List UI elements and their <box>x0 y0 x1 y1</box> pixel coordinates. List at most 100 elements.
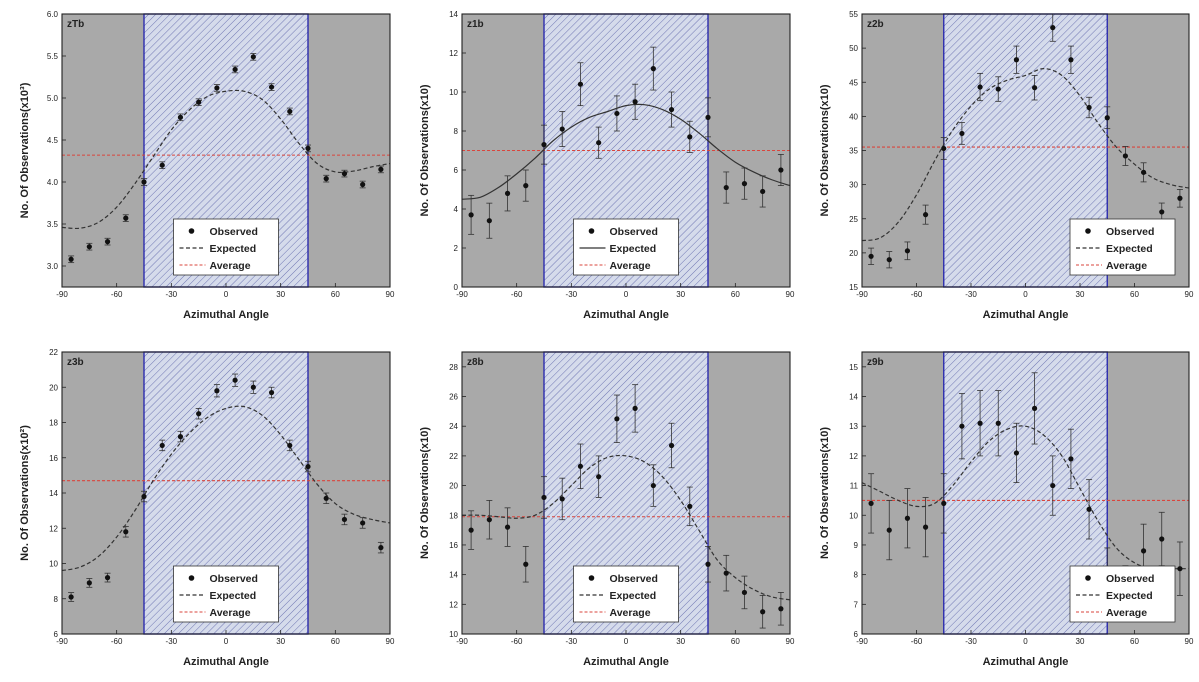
y-tick-label: 14 <box>449 10 458 19</box>
observed-point <box>1177 195 1183 201</box>
observed-point <box>305 145 311 151</box>
observed-point <box>1031 405 1038 411</box>
observed-point <box>1122 153 1129 159</box>
chart-panel-z3b: -90 -60 -30 0 30 60 90 6 8 10 12 14 16 18 20 22 Azimutha… <box>0 338 400 677</box>
panel-label: z2b <box>867 19 884 30</box>
y-tick-label: 25 <box>849 215 858 224</box>
observed-point <box>868 500 874 506</box>
y-tick-label: 12 <box>449 600 458 609</box>
y-axis-label: No. Of Observations(x10³) <box>19 82 31 218</box>
observed-point <box>123 215 129 221</box>
legend-average-label: Average <box>610 607 651 619</box>
x-tick-label: 0 <box>624 637 629 646</box>
x-tick-label: -90 <box>856 290 868 299</box>
observed-point <box>378 166 384 172</box>
x-tick-label: 60 <box>1130 290 1139 299</box>
observed-point <box>705 561 711 567</box>
y-tick-label: 30 <box>849 181 858 190</box>
chart-svg-z2b: -90 -60 -30 0 30 60 90 15 20 25 30 35 40 45 50 55 Azimut… <box>819 10 1194 321</box>
y-tick-label: 20 <box>849 249 858 258</box>
y-tick-label: 16 <box>49 454 58 463</box>
legend: Observed Expected Average <box>1069 218 1176 276</box>
observed-point <box>214 388 220 394</box>
observed-point <box>1013 57 1020 63</box>
observed-point <box>360 181 366 188</box>
observed-point <box>1086 104 1092 111</box>
y-tick-label: 16 <box>449 541 458 550</box>
x-tick-label: 90 <box>786 290 795 299</box>
y-tick-label: 22 <box>49 348 58 357</box>
observed-point <box>1159 209 1165 215</box>
x-tick-label: -90 <box>856 637 868 646</box>
chart-panel-z9b: -90 -60 -30 0 30 60 90 6 7 8 9 10 11 12 13 14 15 Azimutha… <box>800 338 1199 677</box>
y-axis-label: No. Of Observations(x10) <box>819 84 831 216</box>
y-tick-label: 8 <box>454 127 459 136</box>
x-tick-label: 0 <box>224 290 229 299</box>
x-tick-label: -90 <box>456 637 468 646</box>
y-tick-label: 3.5 <box>47 220 59 229</box>
observed-point <box>504 190 511 196</box>
observed-point <box>904 515 911 521</box>
observed-point <box>287 108 293 115</box>
observed-point <box>523 183 529 189</box>
observed-point <box>232 66 238 73</box>
x-tick-label: 0 <box>1023 637 1028 646</box>
observed-point <box>159 162 165 168</box>
observed-point <box>922 524 929 530</box>
chart-svg-z7b: -90 -60 -30 0 30 60 90 3.0 3.5 4.0 4.5 5.0 5.5 6.0 Azi… <box>19 10 395 321</box>
y-axis-label: No. Of Observations(x10) <box>819 427 831 559</box>
observed-point <box>959 423 965 429</box>
y-axis-label: No. Of Observations(x10²) <box>19 425 31 561</box>
x-tick-label: -60 <box>911 637 923 646</box>
observed-point <box>305 463 311 470</box>
y-tick-label: 4.0 <box>47 178 59 187</box>
observed-point <box>1013 450 1020 456</box>
x-tick-label: -30 <box>566 290 578 299</box>
observed-point <box>614 110 620 117</box>
y-tick-label: 5.0 <box>47 94 59 103</box>
observed-point <box>141 179 147 185</box>
observed-point <box>86 580 92 586</box>
observed-point <box>959 130 965 137</box>
y-tick-label: 0 <box>454 283 459 292</box>
observed-point <box>1140 169 1147 175</box>
observed-point <box>486 517 492 523</box>
x-tick-label: -60 <box>911 290 923 299</box>
panel-label: z9b <box>867 357 884 368</box>
expected-curve <box>861 425 1189 570</box>
x-axis-label: Azimuthal Angle <box>983 656 1069 668</box>
observed-point <box>68 256 74 262</box>
y-tick-label: 11 <box>850 482 859 491</box>
panel-label: z8b <box>467 357 484 368</box>
chart-svg-z9b: -90 -60 -30 0 30 60 90 6 7 8 9 10 11 12 13 14 15 Azimutha… <box>819 351 1194 668</box>
x-axis-label: Azimuthal Angle <box>183 656 269 668</box>
observed-point <box>360 520 366 526</box>
x-tick-label: 0 <box>1023 290 1028 299</box>
observed-point <box>778 606 784 612</box>
observed-point <box>68 594 74 600</box>
x-tick-label: -60 <box>511 637 523 646</box>
y-tick-label: 10 <box>849 511 858 520</box>
legend: Observed Expected Average <box>573 565 679 623</box>
observed-point <box>941 145 947 152</box>
observed-point <box>559 126 565 132</box>
observed-point <box>1050 482 1056 489</box>
y-tick-label: 15 <box>849 283 858 292</box>
x-tick-label: -30 <box>166 290 178 299</box>
x-tick-label: 90 <box>786 637 795 646</box>
y-tick-label: 28 <box>449 363 458 372</box>
legend-observed-label: Observed <box>610 573 658 585</box>
x-tick-label: -60 <box>111 290 123 299</box>
chart-panel-z1b: -90 -60 -30 0 30 60 90 0 2 4 6 8 10 12 14 Azimuthal Ang… <box>400 0 800 330</box>
y-tick-label: 2 <box>454 244 459 253</box>
x-tick-label: 30 <box>676 290 685 299</box>
legend-expected-label: Expected <box>610 590 657 602</box>
observed-point <box>760 188 766 195</box>
observed-point <box>1086 506 1092 512</box>
observed-point <box>323 495 329 501</box>
legend-observed-label: Observed <box>1106 226 1154 238</box>
legend-expected-label: Expected <box>610 243 657 255</box>
observed-point <box>250 54 256 60</box>
y-tick-label: 35 <box>849 147 858 156</box>
observed-point <box>196 99 202 105</box>
